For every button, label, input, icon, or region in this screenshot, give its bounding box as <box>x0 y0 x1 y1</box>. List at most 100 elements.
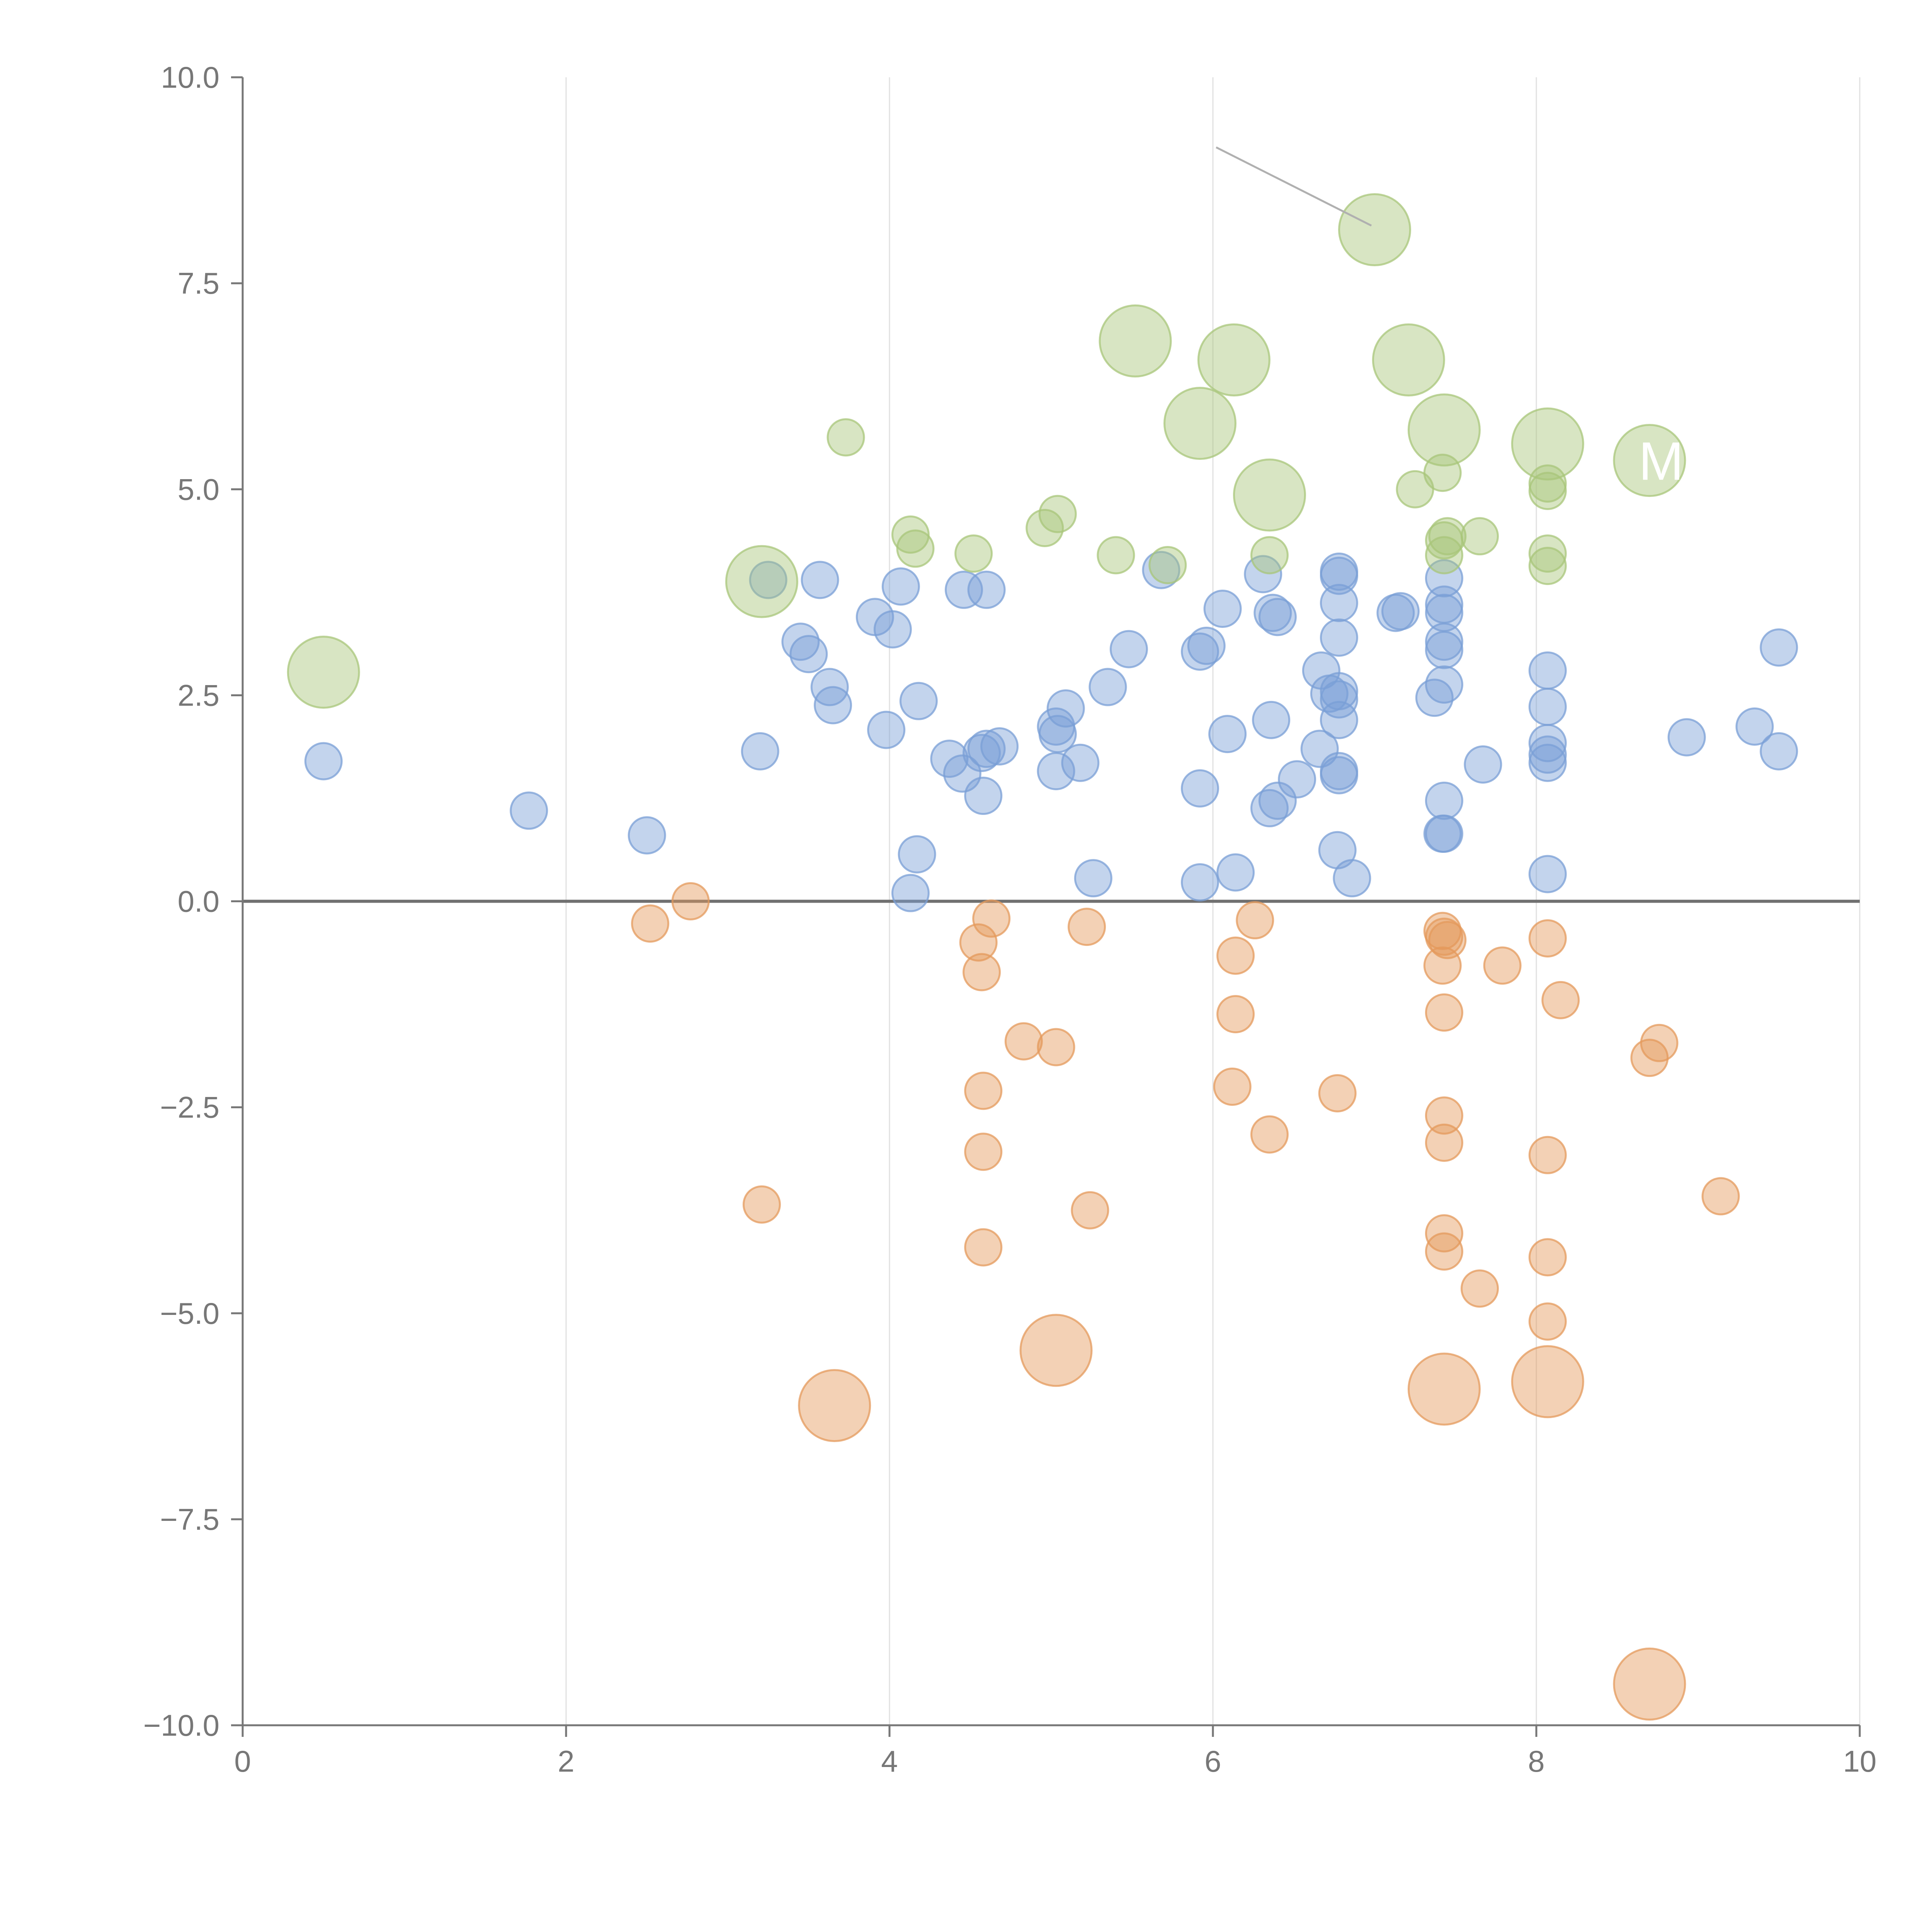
data-point <box>1099 304 1172 378</box>
data-point <box>1541 981 1580 1019</box>
data-point <box>1253 594 1292 632</box>
data-point <box>1425 594 1463 632</box>
data-point <box>1074 859 1112 898</box>
data-point <box>789 635 828 673</box>
data-point <box>1233 458 1306 532</box>
data-point <box>1038 715 1077 753</box>
data-point <box>1181 863 1219 901</box>
data-point <box>1425 559 1463 598</box>
data-point <box>1528 534 1567 573</box>
data-point <box>1300 730 1339 768</box>
data-point <box>1320 618 1358 657</box>
data-point <box>510 791 548 830</box>
data-point <box>1483 946 1522 985</box>
data-point <box>1528 464 1567 503</box>
data-point <box>1428 921 1467 959</box>
data-point <box>1258 598 1297 636</box>
data-point <box>964 777 1003 815</box>
data-point <box>1278 760 1316 799</box>
data-point <box>963 953 1001 992</box>
data-point <box>1236 901 1274 940</box>
data-point <box>1061 743 1100 782</box>
data-point <box>1163 387 1237 460</box>
data-point <box>1088 668 1127 706</box>
data-point <box>1333 859 1371 898</box>
data-point <box>1381 592 1420 631</box>
data-point <box>1216 936 1255 975</box>
data-point <box>814 686 852 724</box>
data-point <box>1320 756 1358 794</box>
data-point <box>1425 1096 1463 1135</box>
data-point <box>1318 1074 1357 1112</box>
data-point <box>801 561 839 599</box>
data-point <box>628 816 666 855</box>
data-point <box>1097 536 1135 575</box>
data-point <box>898 835 936 874</box>
annotation-leader-line <box>1216 146 1372 227</box>
data-point <box>1701 1177 1740 1216</box>
data-point <box>1640 1024 1679 1062</box>
data-point <box>1464 745 1502 784</box>
data-point <box>1320 672 1358 711</box>
data-point <box>827 418 865 457</box>
data-point <box>1425 665 1463 704</box>
data-point <box>749 561 787 599</box>
y-tick-label: 0.0 <box>178 884 219 918</box>
points-layer <box>287 193 1798 1721</box>
data-point <box>1148 546 1187 584</box>
data-point <box>1760 732 1798 770</box>
data-point <box>1528 1136 1567 1174</box>
data-point <box>741 732 779 770</box>
data-point <box>899 682 938 720</box>
data-point <box>945 570 983 609</box>
data-point <box>980 727 1019 766</box>
data-point <box>1181 632 1219 671</box>
data-point <box>1320 680 1358 719</box>
data-point <box>1528 1238 1567 1277</box>
data-point <box>1320 701 1358 739</box>
data-point <box>1760 628 1798 667</box>
data-point <box>1528 724 1567 762</box>
x-tick-label: 2 <box>558 1744 574 1778</box>
y-tick-label: 7.5 <box>178 266 219 300</box>
data-point <box>967 570 1006 609</box>
data-point <box>1216 995 1255 1034</box>
data-point <box>1425 1123 1463 1162</box>
data-point <box>1528 735 1567 774</box>
data-point <box>1038 495 1077 533</box>
data-point <box>1667 718 1706 757</box>
data-point <box>1613 424 1686 497</box>
axes-layer: 0 2 4 6 8 10 −10.0 −7.5 −5.0 −2.5 0.0 2.5 5.0 7.5 10.0 <box>143 60 1877 1778</box>
data-point <box>1250 536 1289 575</box>
data-point <box>1407 1352 1481 1426</box>
x-tick-label: 8 <box>1528 1744 1544 1778</box>
data-point <box>1068 908 1106 946</box>
data-point <box>1423 946 1462 985</box>
data-point <box>891 515 930 554</box>
data-point <box>1425 781 1463 820</box>
y-tick-label: −7.5 <box>160 1502 219 1536</box>
data-point <box>1428 517 1467 556</box>
data-point <box>896 529 935 568</box>
y-tick-label: −10.0 <box>143 1708 219 1742</box>
data-point <box>671 882 710 920</box>
data-point <box>1461 1269 1499 1308</box>
data-point <box>1071 1191 1109 1230</box>
data-point <box>1528 919 1567 957</box>
data-point <box>1425 585 1463 624</box>
data-point <box>891 874 930 912</box>
data-point <box>1511 1345 1584 1418</box>
x-tick-label: 4 <box>881 1744 898 1778</box>
data-point <box>631 904 670 943</box>
data-point <box>1216 853 1255 892</box>
data-point <box>1004 1022 1043 1061</box>
data-point <box>964 1133 1003 1171</box>
data-point <box>1203 589 1242 628</box>
y-tick-label: 5.0 <box>178 472 219 506</box>
data-point <box>1320 584 1358 622</box>
data-point <box>1511 407 1584 481</box>
data-point <box>1142 551 1180 589</box>
data-point <box>930 740 969 778</box>
y-tick-label: −5.0 <box>160 1296 219 1330</box>
